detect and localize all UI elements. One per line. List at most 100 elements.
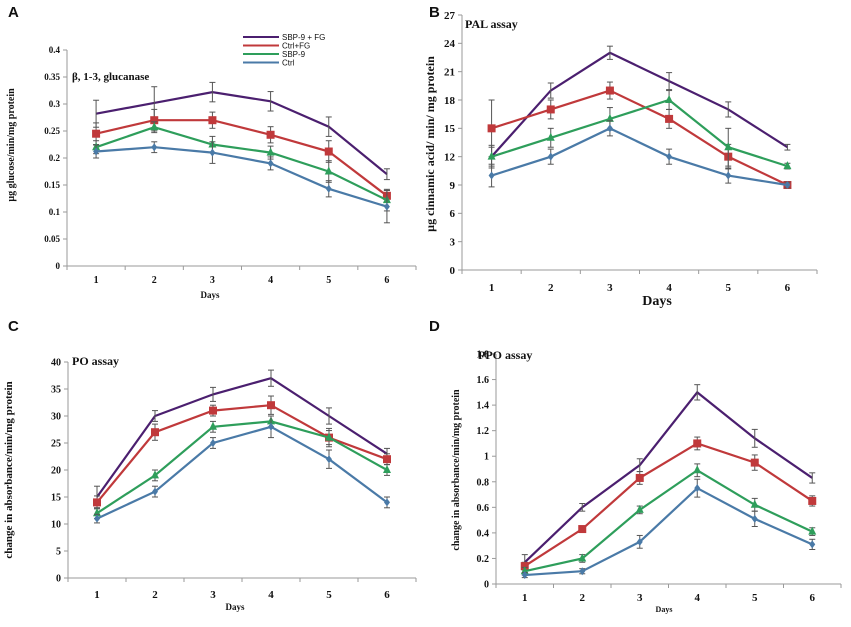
x-tick-label: 5 <box>326 589 332 601</box>
data-point <box>783 161 792 170</box>
data-point <box>693 465 702 474</box>
data-point <box>725 171 732 180</box>
data-point <box>383 455 391 464</box>
x-tick-label: 2 <box>548 282 554 294</box>
series-line <box>96 404 388 504</box>
x-tick-label: 1 <box>94 275 99 286</box>
y-tick-label: 40 <box>51 358 61 369</box>
panel-a: A 0 0.05 0.1 0.15 0.2 0.25 0.3 0.35 0.4 1 2 3 4 5 6 Day… <box>0 0 425 310</box>
y-tick-label: 0.4 <box>477 528 490 539</box>
x-axis-label: Days <box>656 605 673 614</box>
data-point <box>579 567 586 576</box>
y-tick-label: 12 <box>444 152 456 164</box>
panel-letter: A <box>8 4 19 21</box>
chart-title: PAL assay <box>465 17 518 31</box>
y-tick-label: 0.6 <box>477 503 490 514</box>
data-point <box>268 422 274 431</box>
y-tick-label: 25 <box>51 439 61 450</box>
x-tick-label: 6 <box>785 282 791 294</box>
series-line <box>491 127 788 187</box>
data-point <box>665 95 674 103</box>
panel-letter: D <box>429 318 440 335</box>
data-point <box>266 147 275 156</box>
data-point <box>665 114 674 123</box>
x-tick-label: 1 <box>94 589 100 601</box>
data-point <box>267 159 274 168</box>
data-point <box>209 421 217 430</box>
panel-d: D 0 0.2 0.4 0.6 0.8 1 1.2 1.4 1.6 1.8 1 2 3 4 5 6 Days ch… <box>425 310 851 622</box>
data-point <box>750 499 759 508</box>
data-point <box>546 105 555 114</box>
chart-a: 0 0.05 0.1 0.15 0.2 0.25 0.3 0.35 0.4 1 2 3 4 5 6 Days µ… <box>6 33 417 300</box>
series-line <box>95 91 388 176</box>
y-tick-label: 0.35 <box>44 72 60 82</box>
y-tick-label: 0.2 <box>49 153 61 163</box>
data-point <box>808 496 817 505</box>
y-axis-label: change in absorbance/min/mg protein <box>451 389 462 551</box>
data-point <box>547 152 554 161</box>
y-tick-label: 30 <box>51 412 61 423</box>
series-line <box>95 119 388 197</box>
x-axis-label: Days <box>225 602 244 612</box>
y-tick-label: 10 <box>51 520 61 531</box>
x-tick-label: 5 <box>326 275 331 286</box>
data-point <box>326 455 332 464</box>
data-point <box>92 129 101 138</box>
y-tick-label: 18 <box>444 95 456 107</box>
y-tick-label: 0.1 <box>49 207 61 217</box>
data-point <box>209 406 217 415</box>
x-tick-label: 6 <box>384 589 390 601</box>
x-tick-label: 5 <box>726 282 732 294</box>
data-point <box>150 122 159 131</box>
y-tick-label: 20 <box>51 466 61 477</box>
x-tick-label: 1 <box>489 282 495 294</box>
data-point <box>488 171 495 180</box>
series-line <box>491 98 788 168</box>
data-point <box>151 143 158 152</box>
data-point <box>324 147 333 156</box>
data-point <box>751 514 758 523</box>
data-point <box>606 124 613 133</box>
y-tick-label: 0.05 <box>44 234 60 244</box>
x-tick-label: 6 <box>384 275 389 286</box>
chart-title: β, 1-3, glucanase <box>72 71 149 83</box>
data-point <box>150 116 159 125</box>
series-line <box>524 486 813 577</box>
y-tick-label: 0 <box>484 580 489 591</box>
y-tick-label: 24 <box>444 38 456 50</box>
y-tick-label: 5 <box>56 547 61 558</box>
y-tick-label: 0.15 <box>44 180 60 190</box>
x-tick-label: 4 <box>695 592 701 604</box>
y-tick-label: 1 <box>484 452 489 463</box>
legend-label: SBP-9 + FG <box>282 33 325 42</box>
data-point <box>809 540 816 549</box>
data-point <box>666 152 673 161</box>
y-tick-label: 0.3 <box>49 99 61 109</box>
y-tick-label: 0.2 <box>477 554 490 565</box>
panel-c: C 0 5 10 15 20 25 30 35 40 1 2 3 4 5 6 Days change in ab… <box>0 310 425 622</box>
chart-title: PO assay <box>72 354 119 368</box>
y-tick-label: 0 <box>56 574 61 585</box>
data-point <box>151 470 159 479</box>
panel-letter: C <box>8 318 19 335</box>
data-point <box>487 124 496 133</box>
data-point <box>521 571 528 580</box>
y-tick-label: 35 <box>51 385 61 396</box>
legend-label: Ctrl+FG <box>282 42 310 51</box>
chart-c: 0 5 10 15 20 25 30 35 40 1 2 3 4 5 6 Days change in abso… <box>3 354 417 612</box>
data-point <box>578 553 587 562</box>
series-line <box>96 420 388 515</box>
legend-label: Ctrl <box>282 59 295 68</box>
x-tick-label: 4 <box>268 275 273 286</box>
data-point <box>635 473 644 482</box>
x-tick-label: 1 <box>522 592 528 604</box>
data-point <box>605 86 614 95</box>
y-axis-label: µg cinnamic acid/ min/ mg protein <box>425 56 437 232</box>
y-tick-label: 0.25 <box>44 126 60 136</box>
data-point <box>93 498 101 507</box>
data-point <box>208 116 217 125</box>
panel-b: B 0 3 6 9 12 15 18 21 24 27 1 2 3 4 5 6 Days µg cinnamic … <box>423 0 851 310</box>
legend-label: SBP-9 <box>282 50 306 59</box>
data-point <box>635 504 644 513</box>
x-axis-label: Days <box>200 290 219 300</box>
